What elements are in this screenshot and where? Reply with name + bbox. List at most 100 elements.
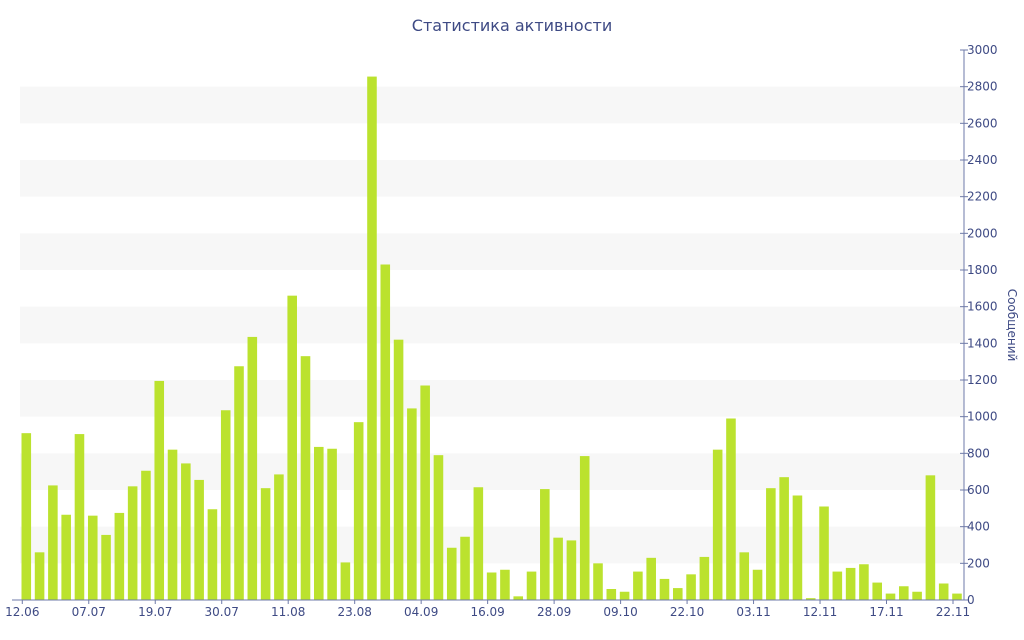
bar (712, 449, 723, 600)
bar (473, 487, 484, 600)
grid-bands (20, 86, 964, 564)
bar (194, 479, 204, 600)
bar (699, 556, 710, 600)
bar (659, 578, 670, 600)
bar (553, 537, 563, 600)
grid-band (20, 306, 964, 344)
bar (859, 564, 869, 600)
bar (340, 562, 351, 600)
y-tick-label: 2400 (967, 153, 998, 167)
bar (566, 540, 577, 600)
bar (353, 422, 364, 600)
x-ticks: 12.06 07.07 19.07 30.07 11.08 23.08 04.09 16.09… (5, 600, 970, 619)
bar (127, 486, 138, 600)
bar (792, 495, 803, 600)
bar (646, 557, 656, 600)
x-tick-label: 11.08 (271, 605, 305, 619)
grid-band (20, 233, 964, 270)
y-axis-label: Сообщений (1005, 289, 1019, 362)
bar (952, 593, 962, 600)
bar (407, 408, 417, 600)
x-tick-label: 19.07 (138, 605, 172, 619)
y-tick-label: 3000 (967, 43, 998, 57)
bar (220, 410, 231, 600)
bar (686, 574, 696, 600)
bar (672, 588, 683, 600)
x-tick-label: 22.11 (936, 605, 970, 619)
y-tick-label: 800 (967, 446, 990, 460)
x-tick-label: 09.10 (603, 605, 637, 619)
x-tick-label: 17.11 (869, 605, 903, 619)
bar (779, 477, 789, 600)
bar (766, 488, 776, 600)
x-tick-label: 16.09 (470, 605, 504, 619)
y-tick-label: 1800 (967, 263, 998, 277)
y-tick-label: 1200 (967, 373, 998, 387)
x-tick-label: 07.07 (72, 605, 106, 619)
bar (739, 552, 750, 600)
bar (819, 506, 829, 600)
bars (21, 76, 962, 601)
bar (752, 569, 763, 600)
bar (154, 380, 165, 600)
bar (912, 591, 922, 600)
bar (393, 339, 404, 600)
x-tick-label: 12.11 (803, 605, 837, 619)
bar (805, 598, 816, 600)
bar (101, 534, 111, 600)
bar (513, 596, 524, 600)
bar (207, 509, 218, 600)
y-tick-label: 1600 (967, 300, 998, 314)
y-tick-label: 600 (967, 483, 990, 497)
bar (938, 583, 949, 600)
bar (114, 512, 125, 600)
bar (327, 448, 337, 600)
bar (141, 470, 151, 600)
bar (899, 586, 909, 600)
bar (247, 336, 258, 600)
bar (832, 571, 843, 600)
chart-title: Статистика активности (412, 16, 612, 35)
y-tick-label: 1000 (967, 410, 998, 424)
grid-band (20, 453, 964, 490)
bar (872, 582, 883, 600)
bar (21, 433, 32, 600)
bar (446, 547, 457, 600)
bar (845, 567, 856, 600)
bar (287, 295, 297, 600)
x-tick-label: 12.06 (5, 605, 39, 619)
y-tick-label: 0 (967, 593, 975, 607)
bar (74, 434, 85, 600)
bar (61, 514, 71, 600)
bar (380, 264, 391, 600)
bar (606, 589, 617, 600)
y-tick-label: 2000 (967, 226, 998, 240)
x-tick-label: 03.11 (736, 605, 770, 619)
bar (619, 591, 630, 600)
bar (486, 572, 497, 600)
bar (300, 356, 311, 600)
bar (593, 563, 603, 600)
bar (526, 571, 537, 600)
y-tick-label: 1400 (967, 336, 998, 350)
bar (367, 76, 377, 601)
bar (885, 593, 896, 600)
x-tick-label: 23.08 (338, 605, 372, 619)
bar (500, 569, 510, 600)
bar (260, 488, 271, 600)
bar (579, 456, 590, 600)
bar (460, 536, 470, 600)
y-tick-label: 400 (967, 520, 990, 534)
grid-band (20, 160, 964, 197)
grid-band (20, 380, 964, 417)
bar (540, 489, 550, 600)
bar (633, 571, 643, 600)
y-tick-label: 200 (967, 556, 990, 570)
bar (167, 449, 178, 600)
y-ticks: 0 200 400 600 800 1000 1200 1400 1600 1800 2000 220… (960, 43, 998, 607)
bar (87, 515, 98, 600)
y-tick-label: 2800 (967, 80, 998, 94)
bar (433, 455, 444, 600)
x-tick-label: 28.09 (537, 605, 571, 619)
